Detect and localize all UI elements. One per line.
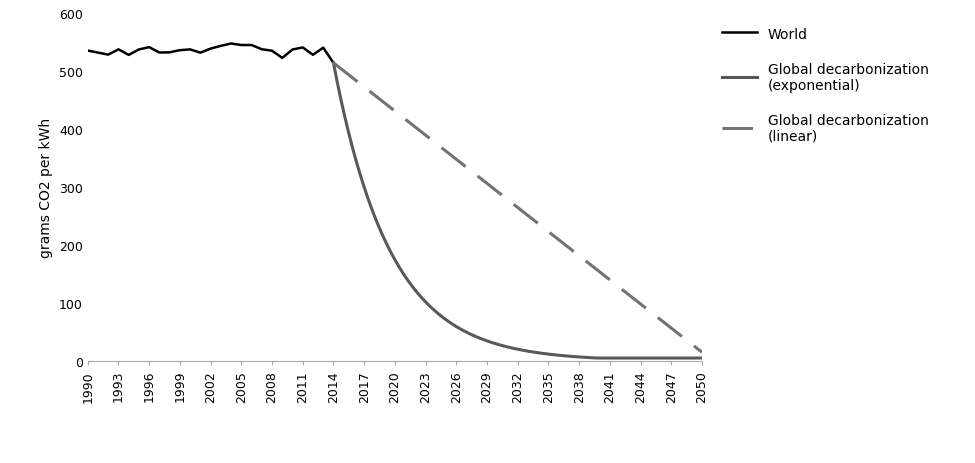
World bbox=[82, 49, 94, 54]
Line: Global decarbonization
(linear): Global decarbonization (linear) bbox=[333, 63, 702, 352]
World bbox=[328, 61, 339, 67]
Global decarbonization
(exponential) bbox=[663, 356, 675, 361]
World bbox=[133, 48, 144, 53]
Global decarbonization
(linear) bbox=[696, 350, 708, 355]
World bbox=[123, 53, 135, 58]
World bbox=[143, 45, 155, 51]
Global decarbonization
(exponential) bbox=[592, 356, 604, 361]
Global decarbonization
(linear) bbox=[553, 238, 565, 243]
World bbox=[205, 47, 216, 52]
Global decarbonization
(linear) bbox=[328, 61, 339, 66]
Legend: World, Global decarbonization
(exponential), Global decarbonization
(linear): World, Global decarbonization (exponenti… bbox=[715, 21, 936, 150]
Line: Global decarbonization
(exponential): Global decarbonization (exponential) bbox=[333, 63, 702, 358]
World bbox=[256, 47, 268, 53]
World bbox=[164, 50, 176, 56]
Global decarbonization
(exponential) bbox=[546, 352, 558, 357]
World bbox=[318, 46, 330, 51]
World bbox=[102, 53, 114, 58]
Global decarbonization
(exponential) bbox=[329, 67, 340, 73]
Global decarbonization
(linear) bbox=[546, 232, 558, 238]
World bbox=[215, 44, 227, 50]
Global decarbonization
(linear) bbox=[329, 62, 340, 68]
World bbox=[154, 50, 166, 56]
Global decarbonization
(exponential) bbox=[696, 356, 708, 361]
World bbox=[225, 42, 237, 47]
Global decarbonization
(exponential) bbox=[553, 353, 565, 358]
World bbox=[113, 47, 125, 53]
Global decarbonization
(exponential) bbox=[640, 356, 651, 361]
Global decarbonization
(linear) bbox=[639, 304, 650, 310]
World bbox=[236, 43, 248, 49]
Global decarbonization
(exponential) bbox=[328, 61, 339, 66]
Y-axis label: grams CO2 per kWh: grams CO2 per kWh bbox=[39, 118, 54, 257]
World bbox=[277, 56, 289, 62]
World bbox=[297, 45, 309, 51]
World bbox=[246, 43, 257, 49]
Global decarbonization
(exponential) bbox=[547, 352, 559, 357]
World bbox=[287, 48, 298, 53]
World bbox=[307, 53, 319, 58]
Line: World: World bbox=[88, 44, 333, 64]
World bbox=[266, 49, 278, 54]
World bbox=[175, 48, 186, 54]
Global decarbonization
(linear) bbox=[547, 233, 559, 238]
Global decarbonization
(linear) bbox=[662, 323, 674, 328]
World bbox=[195, 51, 207, 56]
World bbox=[184, 48, 196, 53]
World bbox=[93, 50, 104, 56]
